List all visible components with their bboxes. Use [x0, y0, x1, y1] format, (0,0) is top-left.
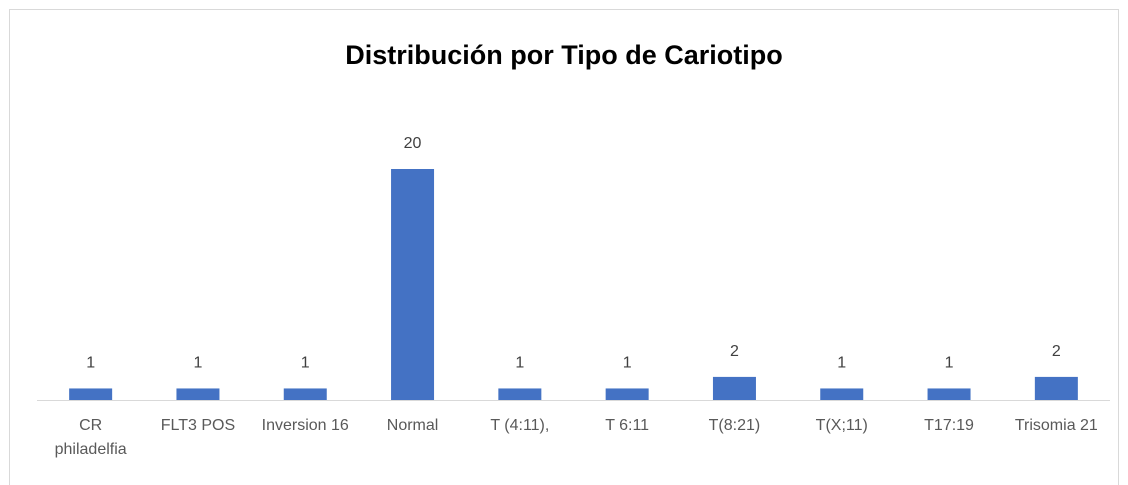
data-label: 2	[1052, 343, 1061, 360]
data-label: 1	[623, 355, 632, 372]
x-tick-label: T(X;11)	[815, 417, 868, 434]
data-label: 20	[404, 135, 422, 152]
data-label: 1	[837, 355, 846, 372]
bar	[391, 169, 435, 400]
bar	[69, 388, 113, 400]
chart-border	[9, 9, 1119, 485]
data-label: 1	[86, 355, 95, 372]
data-label: 1	[193, 355, 202, 372]
data-label: 2	[730, 343, 739, 360]
x-tick-label: CR philadelfia	[54, 417, 127, 458]
x-tick-label: Trisomia 21	[1014, 417, 1098, 434]
x-tick-label: T 6:11	[605, 417, 650, 434]
bar	[927, 388, 971, 400]
bar	[176, 388, 220, 400]
x-tick-label: T17:19	[924, 417, 974, 434]
x-tick-label: Inversion 16	[261, 417, 349, 434]
x-tick-label: T(8:21)	[708, 417, 761, 434]
x-tick-label: T (4:11),	[490, 417, 550, 434]
chart-title: Distribución por Tipo de Cariotipo	[345, 40, 783, 70]
bar	[820, 388, 864, 400]
data-label: 1	[515, 355, 524, 372]
bar	[1034, 376, 1078, 400]
data-label: 1	[301, 355, 310, 372]
bar	[605, 388, 649, 400]
bar	[712, 376, 756, 400]
x-tick-label: Normal	[386, 417, 439, 434]
bar	[283, 388, 327, 400]
x-tick-label: FLT3 POS	[160, 417, 236, 434]
bar	[498, 388, 542, 400]
data-label: 1	[945, 355, 954, 372]
